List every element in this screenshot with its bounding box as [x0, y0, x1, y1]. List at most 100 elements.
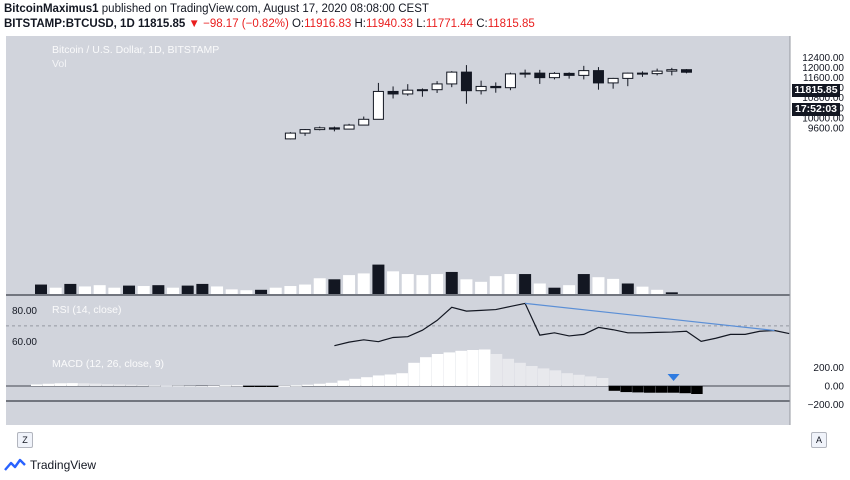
low-label: L:	[416, 18, 426, 30]
volume-bar	[387, 271, 400, 294]
rsi-divergence-trendline	[525, 302, 775, 332]
macd-histogram-bar	[243, 386, 255, 387]
macd-histogram-bar	[42, 383, 55, 386]
candle	[519, 72, 531, 75]
candle	[636, 72, 648, 75]
candle	[622, 72, 634, 79]
price-change: −98.17 (−0.82%)	[203, 18, 289, 30]
symbol-label[interactable]: BITSTAMP:BTCUSD, 1D	[4, 18, 135, 30]
macd-pane-title: MACD (12, 26, close, 9)	[52, 358, 165, 370]
volume-bar	[665, 292, 678, 294]
macd-histogram-bar	[361, 377, 373, 386]
volume-bar	[240, 290, 253, 294]
volume-bar	[357, 273, 370, 294]
zoom-reset-button[interactable]: Z	[17, 432, 33, 448]
candle	[328, 127, 340, 130]
macd-histogram-bar	[207, 385, 220, 387]
publish-line: BitcoinMaximus1 published on TradingView…	[4, 3, 429, 15]
volume-bar	[475, 281, 488, 294]
rsi-pane-title: RSI (14, close)	[52, 304, 122, 316]
volume-bar	[533, 283, 546, 294]
macd-histogram-bar	[608, 386, 621, 391]
candle	[504, 73, 516, 89]
macd-histogram-bar	[514, 362, 526, 386]
macd-histogram-bar	[278, 385, 291, 387]
volume-bar	[577, 274, 590, 294]
candle	[578, 70, 590, 76]
volume-bar	[108, 287, 121, 294]
volume-bar	[445, 271, 458, 294]
volume-bar	[93, 285, 106, 294]
candle	[446, 71, 458, 85]
volume-bar	[607, 278, 620, 294]
volume-bar	[431, 274, 444, 294]
volume-bar	[255, 289, 268, 294]
volume-label: Vol	[52, 58, 67, 70]
volume-bar	[196, 283, 209, 294]
macd-histogram-bar	[431, 354, 444, 386]
volume-bar	[313, 278, 326, 294]
macd-histogram-bar	[490, 354, 503, 386]
candle	[314, 127, 326, 131]
low-value: 11771.44	[425, 18, 473, 30]
open-label: O:	[291, 18, 305, 30]
macd-histogram-bar	[78, 383, 90, 386]
macd-histogram-bar	[632, 386, 644, 393]
macd-histogram-bar	[66, 383, 78, 386]
volume-bar	[123, 285, 136, 294]
author-name[interactable]: BitcoinMaximus1	[4, 3, 99, 15]
volume-bar	[519, 274, 532, 294]
last-price-tag: 11815.85	[792, 84, 840, 97]
macd-histogram-bar	[585, 376, 597, 386]
chart-area[interactable]: 12400.0012000.0011600.0011200.0010800.00…	[0, 0, 850, 432]
volume-bar	[64, 283, 77, 294]
symbol-line: BITSTAMP:BTCUSD, 1D 11815.85 ▼ −98.17 (−…	[4, 18, 535, 30]
candle	[475, 85, 487, 92]
volume-bar	[416, 275, 429, 294]
rsi-tick-label: 80.00	[12, 306, 37, 317]
macd-tick-label: −200.00	[808, 400, 845, 411]
macd-histogram-bar	[219, 385, 232, 387]
candle	[607, 77, 619, 84]
volume-bar	[269, 287, 282, 294]
macd-histogram-bar	[467, 350, 479, 386]
macd-histogram-bar	[596, 378, 609, 386]
volume-bar	[211, 286, 224, 294]
macd-histogram-bar	[679, 386, 691, 394]
macd-histogram-bar	[125, 384, 137, 386]
macd-histogram-bar	[408, 362, 420, 386]
candle	[284, 132, 296, 140]
macd-histogram-bar	[266, 386, 279, 387]
macd-histogram-bar	[31, 384, 43, 386]
high-value: 11940.33	[365, 18, 414, 30]
volume-bar	[548, 287, 561, 294]
last-price: 11815.85	[137, 18, 186, 30]
macd-histogram-bar	[691, 386, 703, 394]
macd-histogram-bar	[502, 358, 515, 386]
candle	[680, 69, 692, 73]
close-value: 11815.85	[487, 18, 535, 30]
tradingview-logo-icon	[4, 458, 26, 471]
macd-histogram-bar	[655, 386, 668, 393]
macd-histogram-bar	[420, 357, 432, 386]
macd-histogram-bar	[325, 382, 338, 386]
macd-histogram-bar	[643, 386, 656, 393]
candle	[563, 72, 575, 76]
macd-histogram-bar	[667, 386, 680, 393]
close-label: C:	[476, 18, 488, 30]
auto-scale-button[interactable]: A	[811, 432, 827, 448]
candle	[548, 72, 560, 79]
volume-bar	[651, 289, 664, 294]
volume-bar	[49, 287, 62, 294]
price-tick-label: 10800.00	[802, 93, 844, 104]
macd-histogram-bar	[254, 386, 267, 387]
macd-histogram-bar	[313, 383, 326, 386]
footer-brand[interactable]: TradingView	[4, 458, 96, 472]
volume-bar	[167, 287, 180, 294]
candle	[358, 118, 370, 126]
chart-background	[6, 36, 790, 425]
candle	[372, 90, 384, 120]
macd-histogram-bar	[561, 373, 573, 386]
candle	[343, 124, 355, 130]
bar-countdown-tag: 17:52:03	[792, 103, 840, 116]
